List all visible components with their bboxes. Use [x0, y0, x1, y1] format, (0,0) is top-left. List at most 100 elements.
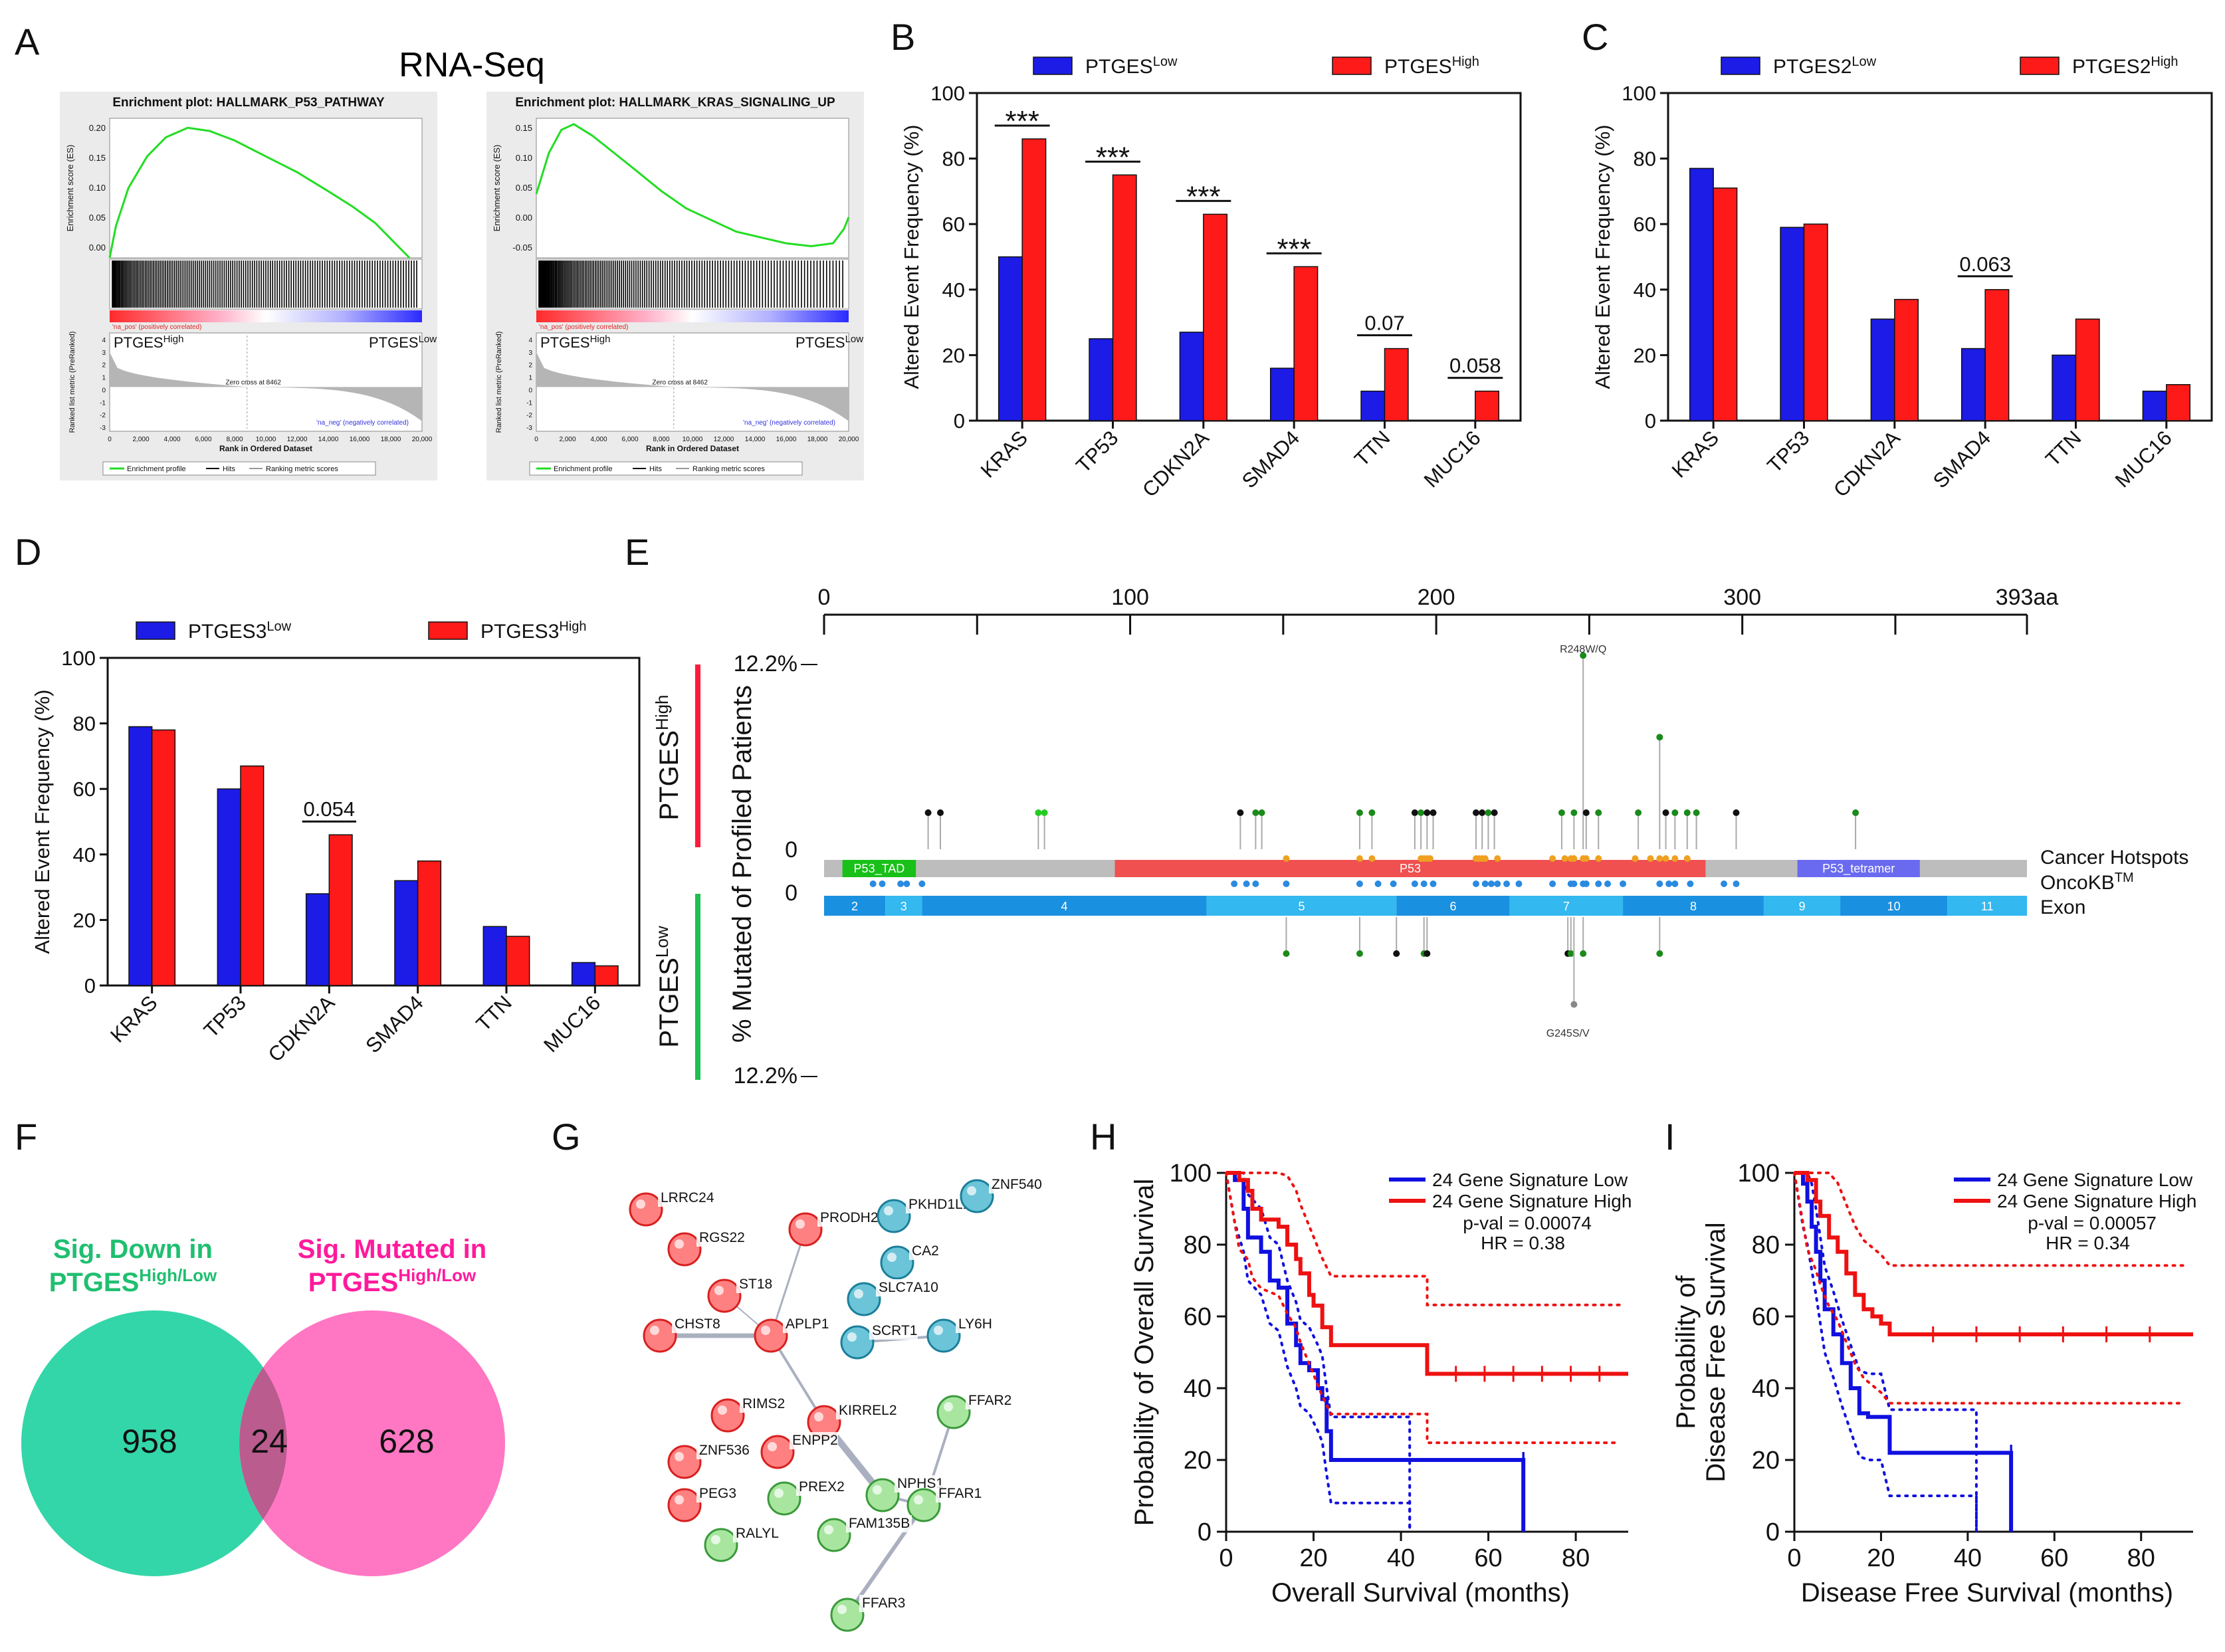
network-node-label: SCRT1	[872, 1323, 917, 1338]
lollipop-head	[1041, 809, 1048, 816]
significance-label: ***	[1186, 180, 1220, 213]
hotspot-dot	[1595, 855, 1602, 862]
ytick-label: 0	[1645, 409, 1656, 433]
metric-ytick: 2	[102, 362, 106, 369]
gsea-title: Enrichment plot: HALLMARK_P53_PATHWAY	[112, 96, 385, 110]
significance-label: 0.063	[1959, 253, 2011, 276]
significance-label: ***	[1277, 233, 1311, 265]
label-base: OncoKB	[2040, 872, 2115, 894]
domain-label: P53	[1400, 862, 1421, 875]
bar-high	[1894, 298, 1919, 421]
node-label-bg	[817, 1209, 875, 1227]
plot-frame	[976, 92, 1522, 422]
metric-ytick: -1	[526, 399, 532, 407]
category-label: CDKN2A	[1829, 426, 1905, 502]
es-ytick: 0.10	[516, 153, 532, 163]
network-node-label: ENPP2	[792, 1433, 838, 1448]
network-node	[960, 1179, 994, 1213]
category-label: MUC16	[539, 991, 605, 1057]
ptges-low-label: PTGESLow	[369, 334, 437, 351]
network-node-label: LRRC24	[661, 1190, 714, 1205]
survival-curve	[1226, 1171, 1526, 1532]
y-axis-label: Altered Event Frequency (%)	[900, 124, 923, 389]
label-tail: /Low	[177, 1265, 217, 1285]
exon-label: 11	[1981, 900, 1994, 913]
legend-profile-text: Enrichment profile	[554, 465, 613, 473]
bar-low	[305, 893, 330, 986]
ytick-label: 60	[73, 777, 96, 801]
bar-low	[2142, 390, 2167, 421]
bar-low	[482, 926, 507, 986]
panel-label-f: F	[15, 1116, 37, 1158]
gsea-legend-box	[529, 461, 803, 476]
ytick-label: 100	[1738, 1160, 1780, 1187]
bar-high	[1475, 390, 1500, 421]
network-node	[880, 1245, 914, 1280]
ytick-label: 80	[942, 148, 965, 171]
ptges-low-label: PTGESLow	[795, 334, 863, 351]
network-node	[629, 1192, 663, 1227]
rank-xtick: 0	[534, 436, 538, 443]
node-label-bg	[846, 1515, 912, 1532]
exon-segment	[1947, 896, 2027, 916]
node-label-bg	[696, 1485, 736, 1502]
oncokb-dot	[1243, 880, 1250, 887]
rank-xtick: 14,000	[745, 436, 766, 443]
label-superscript: High	[163, 334, 184, 345]
y-axis-label-2: Disease Free Survival	[1701, 1222, 1731, 1482]
panel-label-d: D	[15, 531, 41, 573]
oncokb-dot	[1472, 880, 1479, 887]
exon-label: 4	[1061, 900, 1068, 913]
label-base: PTGES2	[1773, 56, 1852, 78]
lollipop-head	[1252, 809, 1259, 816]
y-axis-label-1: Probability of	[1671, 1275, 1701, 1429]
venn-left-count: 958	[122, 1423, 177, 1460]
panel-label-c: C	[1582, 16, 1608, 58]
lollipop-head	[924, 809, 932, 816]
ytick-label: 20	[1634, 344, 1656, 367]
node-label-bg	[909, 1243, 940, 1260]
exon-label: 2	[851, 900, 858, 913]
ptges-high-label: PTGESHigh	[114, 334, 183, 351]
oncokb-dot	[1656, 880, 1663, 887]
label-base: PTGES	[114, 334, 163, 351]
rank-xtick: 10,000	[683, 436, 703, 443]
metric-ytick: 4	[102, 337, 106, 344]
x-axis-label: Disease Free Survival (months)	[1801, 1578, 2173, 1607]
hotspot-dot	[1356, 855, 1363, 862]
network-node	[877, 1199, 911, 1233]
node-highlight	[824, 1525, 833, 1534]
oncokb-dot	[1620, 880, 1627, 887]
ytick-label: 100	[61, 647, 96, 670]
significance-label: 0.07	[1364, 312, 1404, 335]
category-label: CDKN2A	[264, 991, 340, 1067]
ytick-label: 60	[942, 213, 965, 236]
oncokb-dot	[1582, 880, 1590, 887]
ytick-label: 80	[1184, 1231, 1212, 1259]
network-node	[840, 1325, 875, 1360]
node-label-bg	[740, 1395, 788, 1413]
venn-left-title: Sig. Down in	[53, 1235, 213, 1264]
panel-label-b: B	[891, 16, 915, 58]
oncokb-dot	[1595, 880, 1602, 887]
metric-ytick: 4	[528, 337, 532, 344]
xtick-label: 60	[1474, 1544, 1502, 1572]
negative-correlation-label: 'na_neg' (negatively correlated)	[743, 419, 835, 427]
node-label-bg	[658, 1189, 715, 1207]
legend-label: 24 Gene Signature High	[1432, 1191, 1632, 1211]
plot-frame	[106, 657, 641, 987]
oncokb-dot	[1687, 880, 1694, 887]
xtick-label: 40	[1954, 1544, 1982, 1572]
ytick-label: 20	[73, 908, 96, 932]
node-label-bg	[836, 1402, 902, 1419]
network-node-label: RGS22	[699, 1230, 745, 1245]
panel-c-bar-chart: 0 20 40 60 80 100 Altered Event Frequency (%) K…	[1591, 54, 2213, 502]
node-label-bg	[736, 1276, 776, 1293]
lollipop-head	[1558, 809, 1565, 816]
category-label: TTN	[472, 991, 516, 1035]
es-ytick: 0.15	[89, 153, 106, 163]
axis-tick-label: 393aa	[1996, 585, 2059, 610]
rank-xtick: 20,000	[839, 436, 859, 443]
lollipop-head	[1656, 950, 1663, 957]
